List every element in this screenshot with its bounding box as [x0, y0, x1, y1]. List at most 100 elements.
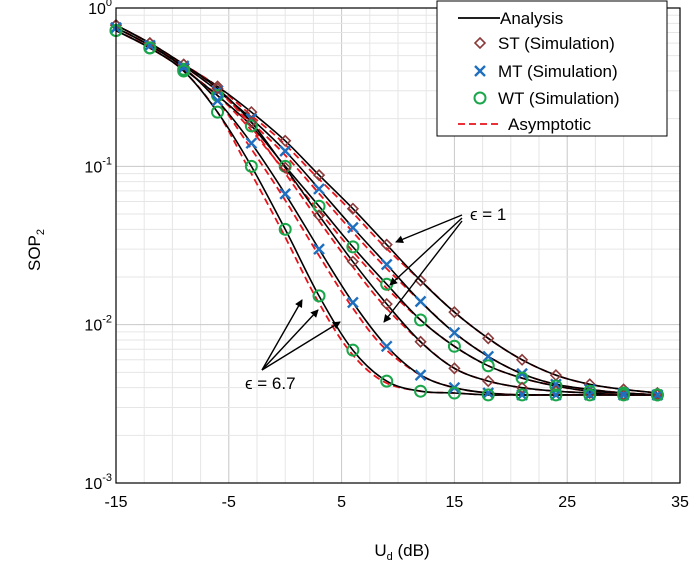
- mt-marker: [279, 188, 292, 200]
- annotation-eps-6-7: ϵ = 6.7: [245, 374, 296, 393]
- annotation-arrow: [261, 321, 341, 371]
- analysis-curve: [115, 29, 658, 396]
- mt-marker: [313, 183, 325, 195]
- st-marker: [482, 332, 495, 345]
- legend-analysis-label: Analysis: [500, 9, 563, 28]
- x-tick-label: 25: [558, 494, 576, 511]
- tick-labels: -15 -5 5 15 25 35 10-3 10-2 10-1 100: [84, 0, 689, 511]
- legend-mt-marker: [474, 65, 486, 77]
- y-tick-label: 10-1: [84, 155, 112, 176]
- y-tick-label: 10-2: [84, 314, 112, 335]
- st-marker: [414, 335, 427, 348]
- legend-wt-label: WT (Simulation): [498, 89, 620, 108]
- st-marker: [346, 255, 360, 268]
- wt-marker: [312, 199, 326, 213]
- wt-marker: [447, 339, 461, 353]
- x-axis-label-unit: (dB): [393, 541, 430, 560]
- st-marker: [312, 168, 326, 182]
- legend: Analysis ST (Simulation) MT (Simulation)…: [436, 0, 668, 137]
- mt-marker: [482, 350, 495, 363]
- mt-marker: [516, 367, 528, 380]
- st-marker: [312, 209, 326, 222]
- wt-marker: [143, 41, 157, 55]
- wt-marker: [312, 289, 326, 303]
- x-tick-label: 5: [337, 494, 346, 511]
- wt-marker: [278, 222, 292, 236]
- x-tick-label: -5: [222, 494, 236, 511]
- wt-marker: [549, 379, 563, 393]
- y-tick-label: 100: [88, 0, 112, 18]
- x-axis-label: Ud (dB): [374, 541, 429, 563]
- annotation-arrow: [261, 309, 319, 371]
- annotation-arrow: [383, 220, 463, 323]
- wt-marker: [380, 374, 394, 388]
- wt-marker: [346, 343, 360, 357]
- x-tick-label: 35: [671, 494, 689, 511]
- x-axis-label-main: U: [374, 541, 386, 560]
- wt-marker: [346, 240, 360, 254]
- st-marker: [482, 374, 495, 388]
- y-tick-label: 10-3: [84, 472, 112, 493]
- mt-marker: [380, 340, 393, 353]
- mt-marker: [347, 296, 359, 309]
- wt-marker: [244, 159, 258, 173]
- x-tick-label: 15: [446, 494, 464, 511]
- y-axis-label-main: SOP: [25, 235, 44, 271]
- legend-st-label: ST (Simulation): [498, 34, 615, 53]
- mt-marker: [380, 258, 393, 271]
- analysis-curve: [115, 29, 658, 396]
- mt-marker: [279, 145, 292, 157]
- svg-text:SOP2: SOP2: [25, 229, 47, 271]
- wt-marker: [481, 359, 495, 373]
- st-marker: [279, 134, 292, 147]
- mt-marker: [347, 221, 359, 234]
- legend-box: [436, 0, 668, 137]
- wt-marker: [244, 119, 258, 133]
- mt-marker: [414, 369, 427, 381]
- wt-marker: [650, 388, 664, 402]
- st-marker: [245, 116, 258, 129]
- st-marker: [515, 353, 529, 366]
- analysis-curve: [115, 24, 658, 396]
- y-axis-label-sub: 2: [35, 229, 47, 235]
- y-axis-label: SOP2: [25, 229, 47, 271]
- annotation-eps-1: ϵ = 1: [470, 205, 506, 224]
- st-marker: [515, 381, 529, 394]
- st-marker: [346, 202, 360, 215]
- wt-marker: [211, 105, 225, 119]
- mt-marker: [211, 94, 224, 107]
- mt-marker: [143, 39, 156, 52]
- wt-marker: [414, 313, 428, 327]
- wt-marker: [447, 386, 461, 400]
- x-tick-label: -15: [104, 494, 127, 511]
- wt-marker: [515, 388, 529, 402]
- st-marker: [448, 362, 461, 375]
- svg-text:Ud (dB): Ud (dB): [374, 541, 429, 563]
- plot-frame: [115, 7, 681, 484]
- wt-marker: [583, 384, 597, 398]
- x-axis-label-sub: d: [387, 551, 393, 563]
- legend-st-marker: [473, 36, 487, 50]
- legend-mt-label: MT (Simulation): [498, 62, 618, 81]
- mt-marker: [414, 295, 427, 308]
- annotations: ϵ = 1 ϵ = 6.7: [245, 205, 506, 393]
- wt-marker: [414, 384, 428, 398]
- legend-asymptotic-label: Asymptotic: [508, 115, 592, 134]
- analysis-curve: [115, 24, 658, 394]
- mt-marker: [313, 243, 325, 255]
- wt-marker: [583, 388, 597, 402]
- annotation-arrow: [261, 299, 303, 371]
- mt-marker: [448, 326, 461, 339]
- annotation-arrow: [395, 214, 463, 244]
- legend-wt-marker: [473, 91, 487, 105]
- wt-marker: [617, 388, 631, 402]
- mt-marker: [245, 137, 258, 150]
- wt-marker: [177, 64, 191, 78]
- st-marker: [448, 305, 461, 319]
- st-marker: [380, 238, 393, 251]
- wt-marker: [549, 388, 563, 402]
- st-marker: [279, 161, 292, 174]
- annotation-arrow: [389, 217, 463, 286]
- mt-marker: [177, 61, 190, 74]
